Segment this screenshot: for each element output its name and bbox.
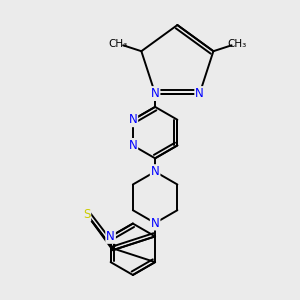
- Text: N: N: [106, 230, 115, 243]
- Text: S: S: [83, 208, 90, 221]
- Text: CH₃: CH₃: [227, 39, 246, 49]
- Text: CH₃: CH₃: [108, 39, 128, 49]
- Text: N: N: [195, 87, 204, 100]
- Text: N: N: [128, 113, 137, 126]
- Text: N: N: [128, 139, 137, 152]
- Text: N: N: [151, 217, 160, 230]
- Text: N: N: [151, 87, 160, 100]
- Text: N: N: [151, 165, 160, 178]
